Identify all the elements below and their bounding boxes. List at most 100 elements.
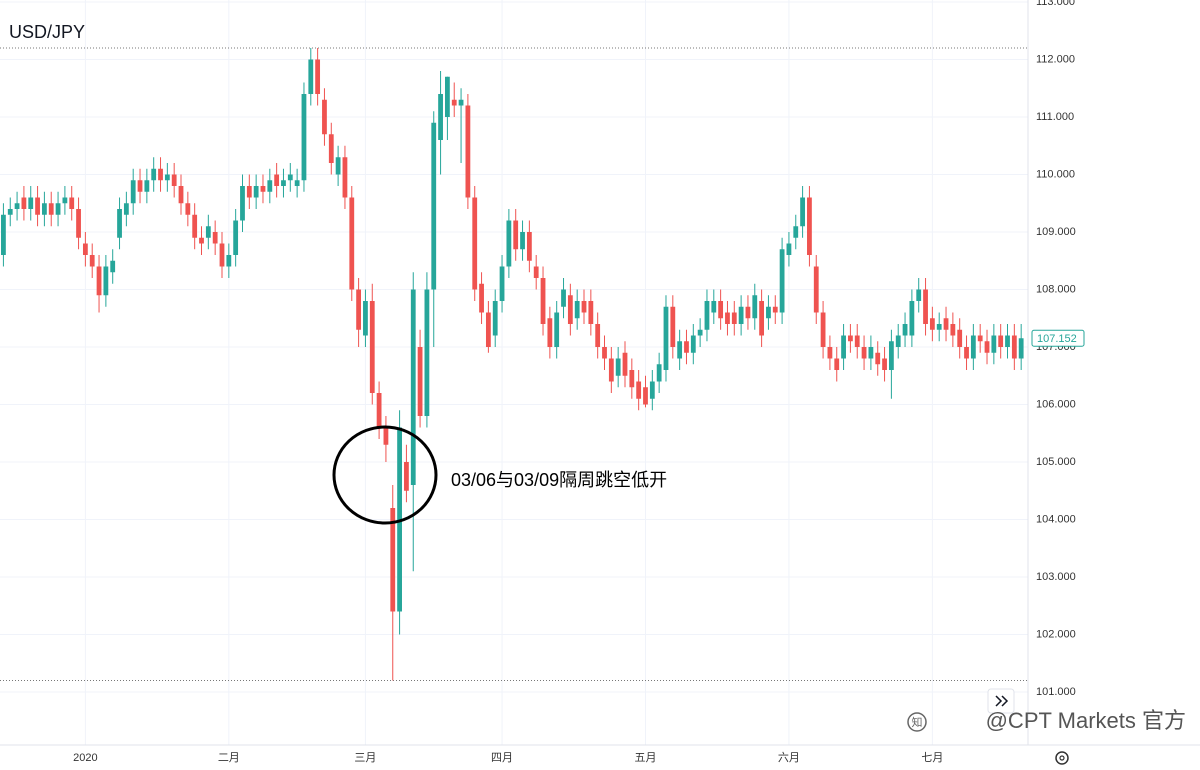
candle-body <box>950 324 956 336</box>
candle-body <box>581 301 587 313</box>
candle-body <box>342 157 348 198</box>
candle-body <box>322 99 327 135</box>
candle-body <box>267 180 273 192</box>
candle-body <box>458 99 464 106</box>
candle-body <box>376 393 382 428</box>
candle-body <box>807 197 812 255</box>
candle-body <box>608 358 614 382</box>
candle-body <box>226 255 232 267</box>
candle-body <box>1 214 6 255</box>
candle-body <box>697 329 703 336</box>
candle-body <box>970 335 976 359</box>
y-tick-label: 102.000 <box>1036 628 1076 640</box>
annotation: 03/06与03/09隔周跳空低开 <box>451 470 667 490</box>
candle-body <box>725 312 730 324</box>
candle-body <box>629 370 635 388</box>
candle-body <box>212 232 218 244</box>
candle-body <box>7 209 13 215</box>
candle-body <box>656 364 662 382</box>
candle-body <box>520 232 525 250</box>
y-tick-label: 106.000 <box>1036 398 1076 410</box>
candle-body <box>349 197 355 290</box>
candle-body <box>800 197 805 227</box>
candle-body <box>35 197 40 215</box>
candle-body <box>718 301 724 319</box>
candle-body <box>199 237 204 244</box>
x-tick-label: 五月 <box>634 752 656 764</box>
candle-body <box>506 220 512 267</box>
y-tick-label: 110.000 <box>1036 168 1075 180</box>
candle-body <box>103 266 109 296</box>
grid <box>0 0 1028 745</box>
candle-body <box>164 174 170 181</box>
settings-icon[interactable] <box>1055 751 1069 765</box>
candle-body <box>110 260 116 273</box>
candle-body <box>89 255 95 267</box>
candle-body <box>390 508 396 612</box>
candle-body <box>547 318 553 347</box>
candle-body <box>260 186 266 192</box>
candle-body <box>759 301 765 336</box>
candle-body <box>82 243 88 255</box>
candle-body <box>21 197 27 209</box>
candle-body <box>615 358 621 376</box>
candle-body <box>533 266 539 278</box>
candle-body <box>752 295 758 319</box>
candle-body <box>96 266 102 296</box>
candle-body <box>41 203 47 215</box>
scroll-button[interactable] <box>987 688 1015 714</box>
candle-body <box>69 197 75 209</box>
candle-body <box>567 295 573 324</box>
y-tick-label: 113.000 <box>1036 0 1075 8</box>
candle-body <box>731 312 737 324</box>
candle-body <box>397 427 402 612</box>
candle-body <box>424 289 430 416</box>
candle-body <box>335 157 341 175</box>
candle-body <box>117 209 122 238</box>
candle-body <box>704 301 710 330</box>
candle-body <box>253 186 259 198</box>
candle-body <box>670 306 676 347</box>
candle-body <box>151 168 157 181</box>
candle-body <box>472 197 478 290</box>
candle-body <box>14 203 20 209</box>
candle-body <box>28 197 34 209</box>
candle-body <box>445 76 450 117</box>
y-tick-label: 111.000 <box>1036 111 1074 123</box>
candle-body <box>984 341 990 353</box>
candle-body <box>827 347 833 359</box>
candle-body <box>62 197 68 204</box>
candle-body <box>233 220 239 255</box>
candle-body <box>301 94 307 181</box>
candle-body <box>315 59 321 94</box>
svg-text:知: 知 <box>912 715 923 729</box>
candle-body <box>888 341 894 370</box>
y-tick-label: 104.000 <box>1036 513 1076 525</box>
candle-body <box>895 335 901 347</box>
candle-body <box>923 289 928 324</box>
candle-body <box>192 214 198 238</box>
candle-body <box>240 186 245 221</box>
candle-body <box>369 301 375 393</box>
candle-body <box>574 301 580 319</box>
candle-body <box>404 462 409 491</box>
candle-body <box>711 301 717 313</box>
watermark: @CPT Markets 官方 <box>986 708 1186 733</box>
y-tick-label: 105.000 <box>1036 456 1076 468</box>
candle-body <box>431 122 437 290</box>
candle-body <box>130 180 136 204</box>
candle-body <box>929 318 935 330</box>
candle-body <box>649 381 655 399</box>
candle-body <box>766 306 771 319</box>
candle-body <box>882 358 887 370</box>
last-price-badge <box>1031 329 1085 347</box>
candle-body <box>561 289 566 307</box>
candle-body <box>513 220 519 250</box>
candle-body <box>602 347 607 359</box>
candle-body <box>356 289 362 330</box>
candle-body <box>48 203 54 215</box>
candle-body <box>998 335 1004 347</box>
candle-body <box>178 186 184 204</box>
